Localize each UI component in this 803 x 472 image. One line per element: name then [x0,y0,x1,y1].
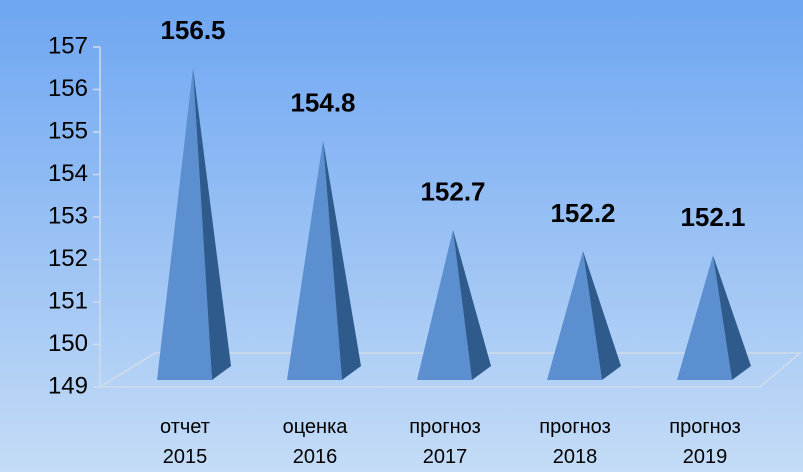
x-tick-label: прогноз 2019 [669,416,740,468]
floor [97,352,803,388]
value-label: 154.8 [290,87,355,117]
x-tick-label: прогноз 2018 [539,416,610,468]
x-tick-label: прогноз 2017 [409,416,480,468]
y-tick-label: 150 [48,330,88,357]
value-label: 156.5 [160,15,225,45]
y-tick-label: 151 [48,287,88,314]
value-label: 152.7 [420,177,485,207]
pyramid-side [453,229,491,380]
pyramid-side [583,251,621,380]
pyramid-side [323,140,361,380]
pyramid-front [547,251,602,380]
y-tick-label: 157 [48,32,88,59]
pyramid-side [193,68,231,380]
y-tick-label: 154 [48,160,88,187]
x-tick-label: оценка 2016 [283,416,349,468]
y-tick-label: 155 [48,117,88,144]
value-label: 152.1 [680,202,745,232]
pyramid-front [287,140,342,380]
value-label: 152.2 [550,198,615,228]
x-tick-label: отчет 2015 [160,416,210,468]
pyramid-front [417,229,472,380]
y-tick-label: 156 [48,75,88,102]
y-tick-label: 152 [48,245,88,272]
y-tick-label: 149 [48,372,88,399]
pyramid-side [713,255,751,380]
y-tick-label: 153 [48,202,88,229]
pyramid-front [677,255,732,380]
pyramid-front [157,68,212,380]
